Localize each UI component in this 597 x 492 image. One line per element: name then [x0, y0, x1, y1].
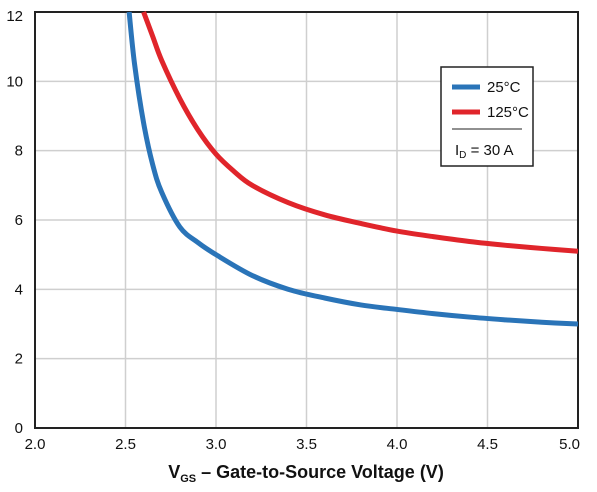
y-tick-label: 8 [15, 143, 23, 160]
legend-label-125c: 125°C [487, 104, 529, 121]
series-line-125c [141, 11, 579, 254]
x-tick-label: 5.0 [559, 436, 580, 453]
y-tick-label: 10 [6, 73, 23, 90]
y-tick-labels: 0 2 4 6 8 10 12 [6, 8, 23, 437]
x-tick-label: 4.0 [387, 436, 408, 453]
y-tick-label: 12 [6, 8, 23, 25]
legend-box [440, 66, 534, 167]
legend-condition: ID = 30 A [455, 142, 514, 161]
y-tick-label: 6 [15, 212, 23, 229]
y-tick-label: 0 [15, 420, 23, 437]
plot-frame [34, 11, 579, 429]
x-axis-label: VGS – Gate-to-Source Voltage (V) [168, 462, 444, 485]
x-tick-label: 4.5 [477, 436, 498, 453]
x-tick-label: 3.0 [206, 436, 227, 453]
x-tick-labels: 2.0 2.5 3.0 3.5 4.0 4.5 5.0 [25, 436, 580, 453]
y-tick-label: 4 [15, 281, 23, 298]
x-tick-label: 2.5 [115, 436, 136, 453]
legend-label-25c: 25°C [487, 79, 521, 96]
y-tick-label: 2 [15, 351, 23, 368]
x-tick-label: 3.5 [296, 436, 317, 453]
series-lines [126, 11, 579, 327]
x-tick-label: 2.0 [25, 436, 46, 453]
legend: 25°C 125°C ID = 30 A [440, 66, 534, 167]
series-line-25c [126, 11, 579, 327]
